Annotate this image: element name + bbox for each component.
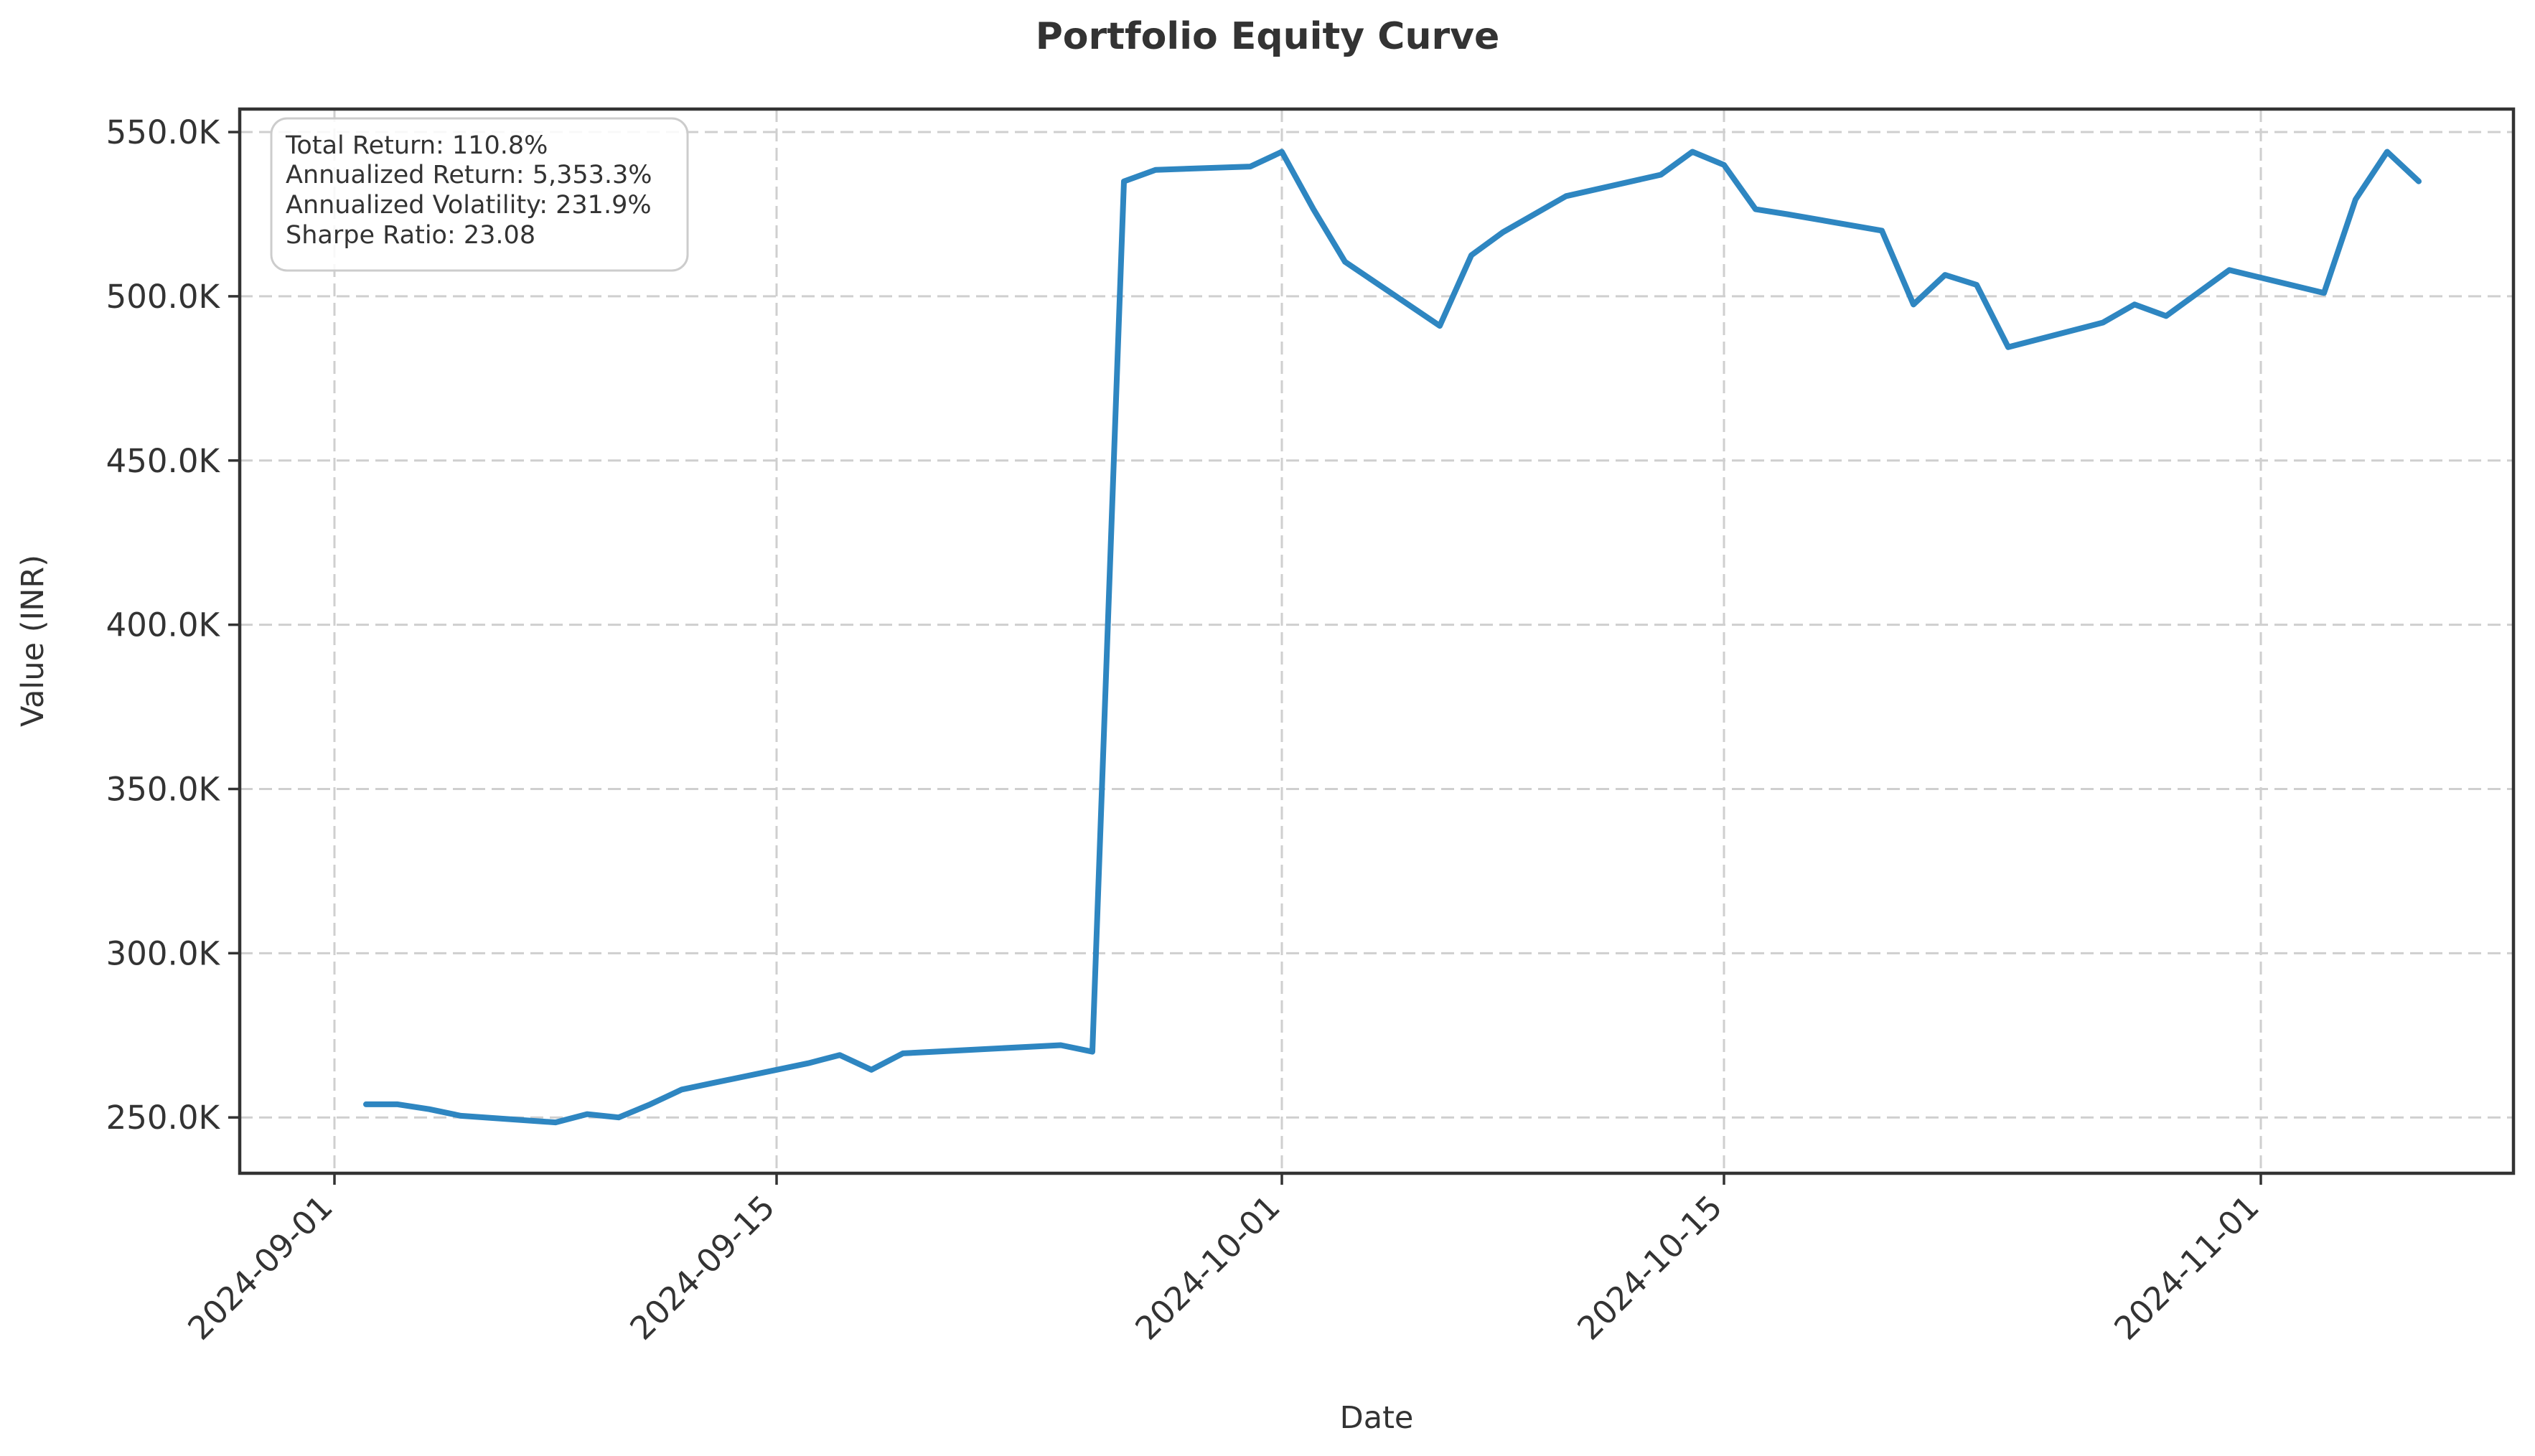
stats-box: Total Return: 110.8% Annualized Return: … — [270, 117, 689, 272]
x-axis-ticks: 2024-09-01 2024-09-15 2024-10-01 2024-10-15… — [180, 1173, 2267, 1348]
y-tick-label: 300.0K — [106, 934, 221, 972]
stat-annualized-return: Annualized Return: 5,353.3% — [286, 161, 652, 189]
x-axis-label: Date — [1340, 1400, 1414, 1436]
plot-frame — [238, 107, 2516, 1175]
stat-sharpe-ratio: Sharpe Ratio: 23.08 — [286, 221, 535, 250]
stats-box-frame — [270, 117, 689, 272]
x-tick-label: 2024-10-15 — [1570, 1188, 1729, 1347]
y-axis-label: Value (INR) — [15, 555, 51, 727]
y-tick-label: 350.0K — [106, 770, 221, 808]
stat-annualized-volatility: Annualized Volatility: 231.9% — [286, 191, 652, 220]
chart-title: Portfolio Equity Curve — [1036, 15, 1500, 58]
x-tick-label: 2024-09-01 — [180, 1188, 339, 1347]
x-tick-label: 2024-11-01 — [2107, 1188, 2266, 1347]
equity-series-line — [363, 149, 2422, 1126]
series-layer — [363, 149, 2422, 1126]
y-tick-label: 450.0K — [106, 442, 221, 480]
y-tick-label: 550.0K — [106, 113, 221, 151]
y-axis-ticks: 250.0K 300.0K 350.0K 400.0K 450.0K 500.0K 550.… — [106, 113, 240, 1137]
y-tick-label: 250.0K — [106, 1099, 221, 1137]
y-tick-label: 400.0K — [106, 606, 221, 644]
x-tick-label: 2024-10-01 — [1128, 1188, 1287, 1347]
y-tick-label: 500.0K — [106, 278, 221, 316]
stat-total-return: Total Return: 110.8% — [285, 131, 548, 160]
x-tick-label: 2024-09-15 — [622, 1188, 782, 1347]
